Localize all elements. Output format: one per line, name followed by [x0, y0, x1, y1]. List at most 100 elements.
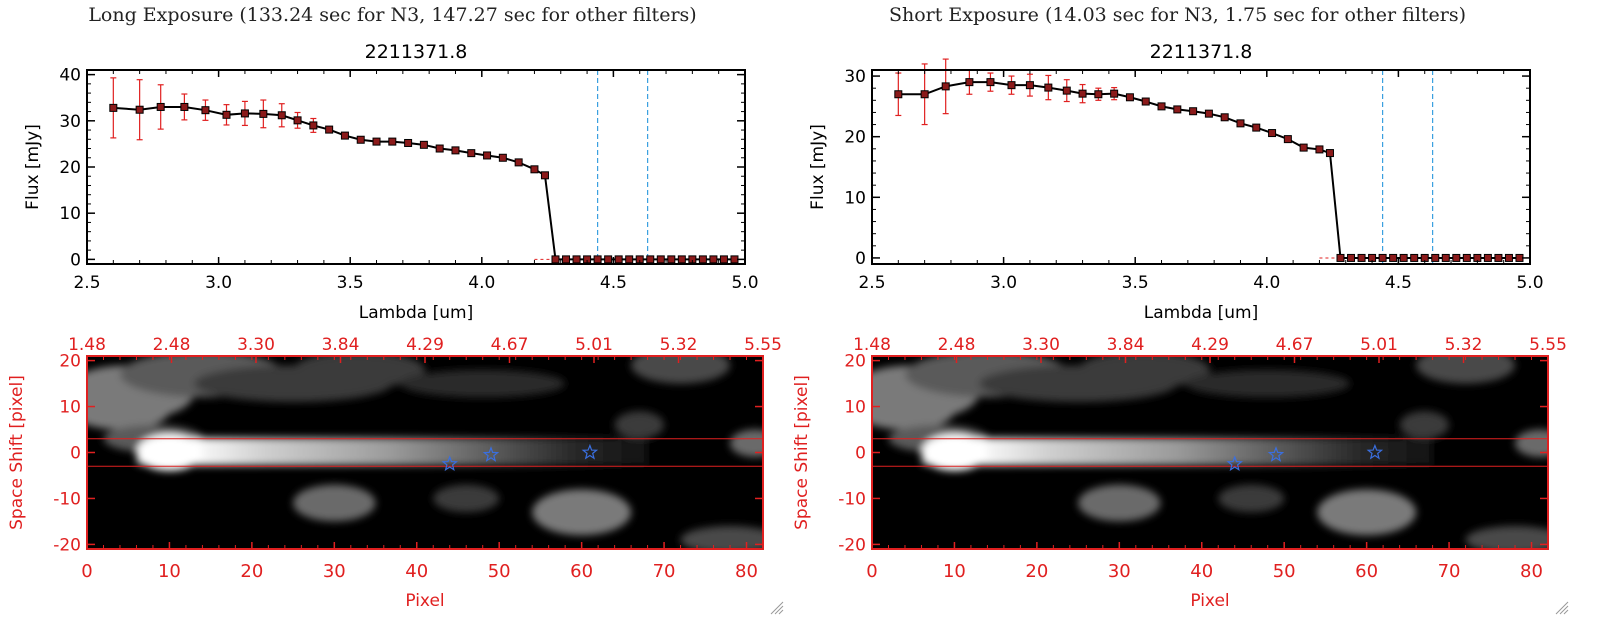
flux-point: [135, 105, 144, 114]
flux-point: [1062, 86, 1071, 95]
x-tick-label: 3.5: [337, 273, 364, 293]
flux-point: [388, 137, 397, 146]
wave-tick-label: 3.84: [1107, 335, 1145, 355]
pixel-tick-label: 50: [1273, 561, 1296, 582]
flux-point: [277, 111, 286, 120]
flux-point: [1410, 253, 1419, 262]
x-tick-label: 4.5: [600, 273, 627, 293]
spectrum-frame: [871, 69, 1531, 265]
image-blobs: [87, 356, 763, 549]
wave-tick-label: 5.01: [1360, 335, 1398, 355]
pixel-tick-label: 0: [81, 561, 92, 582]
image-blob: [730, 429, 763, 458]
left-figure: 2211371.8 2.5 3.0 3.5 4.0 4.5 5.0 0 10 20 30 40 Lamb…: [7, 41, 784, 615]
shift-axis-label: Space Shift [pixel]: [7, 375, 27, 530]
flux-point: [941, 82, 950, 91]
flux-point: [1378, 253, 1387, 262]
pixel-tick-label: 40: [405, 561, 428, 582]
flux-point: [719, 255, 728, 264]
flux-point: [180, 102, 189, 111]
flux-point: [325, 125, 334, 134]
star-marker: [1226, 455, 1244, 472]
flux-point: [1025, 81, 1034, 90]
flux-point: [1462, 253, 1471, 262]
pixel-tick-label: 20: [240, 561, 263, 582]
star-marker: [441, 455, 459, 472]
flux-point: [109, 103, 118, 112]
x-tick-label: 4.0: [468, 273, 495, 293]
flux-point: [1357, 253, 1366, 262]
y-tick-label: 20: [59, 158, 81, 178]
flux-point: [656, 255, 665, 264]
pixel-tick-label: 20: [1025, 561, 1048, 582]
pixel-axis-label: Pixel: [1190, 591, 1229, 611]
flux-point: [1220, 113, 1229, 122]
flux-point: [1452, 253, 1461, 262]
flux-point: [340, 131, 349, 140]
flux-point: [1252, 123, 1261, 132]
flux-point: [1483, 253, 1492, 262]
long-exposure-title: Long Exposure (133.24 sec for N3, 147.27…: [88, 4, 697, 26]
flux-point: [1125, 93, 1134, 102]
flux-point: [1094, 90, 1103, 99]
pixel-tick-label: 60: [570, 561, 593, 582]
image-blob: [1416, 356, 1516, 384]
image-blob: [1185, 369, 1351, 398]
flux-point: [1431, 253, 1440, 262]
image-blob: [293, 484, 376, 522]
flux-point: [1007, 81, 1016, 90]
flux-point: [572, 255, 581, 264]
flux-point: [1204, 109, 1213, 118]
image-blob: [433, 484, 500, 513]
star-marker: [1366, 443, 1384, 460]
flux-point: [1347, 253, 1356, 262]
flux-point: [514, 158, 523, 167]
flux-point: [920, 90, 929, 99]
wave-tick-label: 4.67: [491, 335, 529, 355]
flux-point: [1389, 253, 1398, 262]
image-blob: [1078, 356, 1210, 389]
resize-grip: [770, 601, 784, 615]
flux-point: [593, 255, 602, 264]
flux-point: [451, 146, 460, 155]
flux-point: [1173, 105, 1182, 114]
shift-tick-label: -20: [838, 535, 866, 555]
shift-tick-label: 0: [70, 444, 81, 464]
spectral-image: 0 10 20 30 40 50 60 70 80 1.48 2.48 3.30 3.84 4.29 4.6…: [7, 335, 784, 615]
y-tick-label: 20: [844, 128, 866, 148]
wave-tick-label: 2.48: [938, 335, 976, 355]
flux-point: [1078, 89, 1087, 98]
flux-point: [1044, 83, 1053, 92]
flux-line: [898, 81, 1520, 259]
right-panel-short-exposure: Short Exposure (14.03 sec for N3, 1.75 s…: [785, 0, 1570, 630]
spectral-trace: [921, 437, 1433, 466]
x-tick-label: 4.5: [1385, 273, 1412, 293]
flux-point: [1141, 97, 1150, 106]
image-blob: [293, 356, 425, 389]
flux-point: [1315, 145, 1324, 154]
image-blob: [1218, 484, 1285, 513]
wave-tick-label: 4.29: [1191, 335, 1229, 355]
shift-tick-label: 10: [844, 398, 866, 418]
flux-point: [483, 151, 492, 160]
flux-point: [1189, 107, 1198, 116]
image-blob: [532, 489, 632, 536]
image-blob: [1465, 526, 1548, 549]
trace-peak: [136, 434, 203, 471]
wave-tick-label: 1.48: [68, 335, 106, 355]
flux-point: [293, 116, 302, 125]
spectrum-plot: 2211371.8 2.5 3.0 3.5 4.0 4.5 5.0 0 10 20 30 Lambda…: [808, 41, 1544, 323]
flux-point: [240, 109, 249, 118]
spectrum-plot: 2211371.8 2.5 3.0 3.5 4.0 4.5 5.0 0 10 20 30 40 Lamb…: [23, 41, 759, 323]
flux-point: [667, 255, 676, 264]
spectrum-title: 2211371.8: [1150, 41, 1253, 63]
image-blobs: [872, 356, 1548, 549]
flux-point: [965, 78, 974, 87]
flux-point: [1515, 253, 1524, 262]
flux-point: [986, 78, 995, 87]
wave-tick-label: 1.48: [853, 335, 891, 355]
flux-point: [1110, 89, 1119, 98]
spectral-image: 0 10 20 30 40 50 60 70 80 1.48 2.48 3.30 3.84 4.29 4.6…: [792, 335, 1569, 615]
flux-point: [1399, 253, 1408, 262]
wave-tick-label: 5.01: [575, 335, 613, 355]
